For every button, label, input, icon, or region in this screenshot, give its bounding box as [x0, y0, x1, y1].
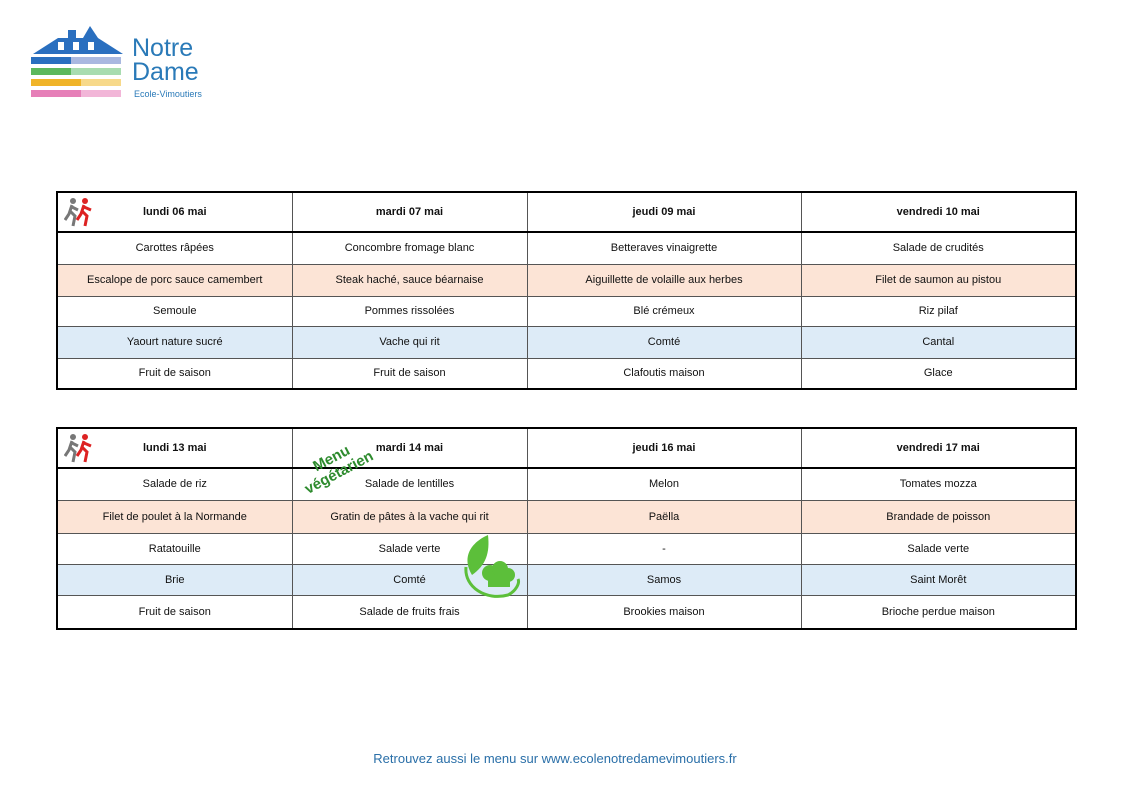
menu-item: Salade de fruits frais [291, 594, 528, 630]
menu-item: Clafoutis maison [526, 357, 802, 390]
menu-row: Carottes râpées Concombre fromage blanc Be… [56, 231, 1077, 265]
menu-row: Brie Comté Samos Saint Morêt [56, 563, 1077, 596]
runners-icon [64, 434, 92, 463]
menu-item: Yaourt nature sucré [56, 325, 293, 359]
menu-item: Aiguillette de volaille aux herbes [526, 263, 802, 297]
menu-row: Filet de poulet à la Normande Gratin de p… [56, 499, 1077, 534]
menu-item: Filet de saumon au pistou [800, 263, 1077, 297]
menu-item: Saint Morêt [800, 563, 1077, 596]
menu-item: Comté [526, 325, 802, 359]
menu-item: Salade de crudités [800, 231, 1077, 265]
day-header: vendredi 10 mai [800, 191, 1077, 233]
menu-item: Betteraves vinaigrette [526, 231, 802, 265]
menu-item: Fruit de saison [56, 357, 293, 390]
day-header: lundi 13 mai [56, 427, 293, 469]
menu-row: Yaourt nature sucré Vache qui rit Comté Can… [56, 325, 1077, 359]
menu-item: Salade verte [800, 532, 1077, 565]
day-header: jeudi 09 mai [526, 191, 802, 233]
menu-item: Melon [526, 467, 802, 501]
menu-item: Ratatouille [56, 532, 293, 565]
menu-item: Fruit de saison [56, 594, 293, 630]
menu-item: Filet de poulet à la Normande [56, 499, 293, 534]
logo-text-dame: Dame [132, 58, 199, 86]
menu-item: Salade de riz [56, 467, 293, 501]
menu-row: Semoule Pommes rissolées Blé crémeux Riz pi… [56, 295, 1077, 327]
menu-item: - [526, 532, 802, 565]
logo-subtitle: Ecole-Vimoutiers [134, 89, 202, 99]
menu-item: Concombre fromage blanc [291, 231, 528, 265]
day-header: lundi 06 mai [56, 191, 293, 233]
header-row: lundi 06 mai mardi 07 mai jeudi 09 mai vend… [56, 191, 1077, 233]
menu-item: Pommes rissolées [291, 295, 528, 327]
menu-week-1-table: lundi 06 mai mardi 07 mai jeudi 09 mai vend… [56, 191, 1077, 390]
menu-item: Samos [526, 563, 802, 596]
menu-row: Fruit de saison Fruit de saison Clafoutis … [56, 357, 1077, 390]
menu-item: Cantal [800, 325, 1077, 359]
menu-item: Brie [56, 563, 293, 596]
menu-item: Gratin de pâtes à la vache qui rit [291, 499, 528, 534]
menu-item: Brandade de poisson [800, 499, 1077, 534]
menu-item: Carottes râpées [56, 231, 293, 265]
day-header: mardi 07 mai [291, 191, 528, 233]
menu-item: Vache qui rit [291, 325, 528, 359]
menu-item: Steak haché, sauce béarnaise [291, 263, 528, 297]
day-header: mardi 14 mai [291, 427, 528, 469]
day-header: jeudi 16 mai [526, 427, 802, 469]
menu-row: Escalope de porc sauce camembert Steak ha… [56, 263, 1077, 297]
menu-item: Riz pilaf [800, 295, 1077, 327]
runners-icon [64, 198, 92, 227]
menu-item: Fruit de saison [291, 357, 528, 390]
menu-row: Salade de riz Salade de lentilles Melon Tom… [56, 467, 1077, 501]
menu-item: Brioche perdue maison [800, 594, 1077, 630]
menu-item: Tomates mozza [800, 467, 1077, 501]
menu-item: Paëlla [526, 499, 802, 534]
menu-item: Brookies maison [526, 594, 802, 630]
menu-week-2-table: lundi 13 mai mardi 14 mai jeudi 16 mai vend… [56, 427, 1077, 630]
menu-item: Escalope de porc sauce camembert [56, 263, 293, 297]
footer-website-text: Retrouvez aussi le menu sur www.ecolenot… [373, 751, 737, 766]
menu-item: Blé crémeux [526, 295, 802, 327]
menu-row: Ratatouille Salade verte - Salade verte [56, 532, 1077, 565]
header-row: lundi 13 mai mardi 14 mai jeudi 16 mai vend… [56, 427, 1077, 469]
menu-row: Fruit de saison Salade de fruits frais Bro… [56, 594, 1077, 630]
school-building-logo-icon [31, 26, 123, 97]
menu-item: Semoule [56, 295, 293, 327]
logo-text-notre: Notre [132, 34, 194, 62]
vegetarian-leaf-chef-hat-icon [464, 535, 520, 598]
menu-item: Glace [800, 357, 1077, 390]
day-header: vendredi 17 mai [800, 427, 1077, 469]
